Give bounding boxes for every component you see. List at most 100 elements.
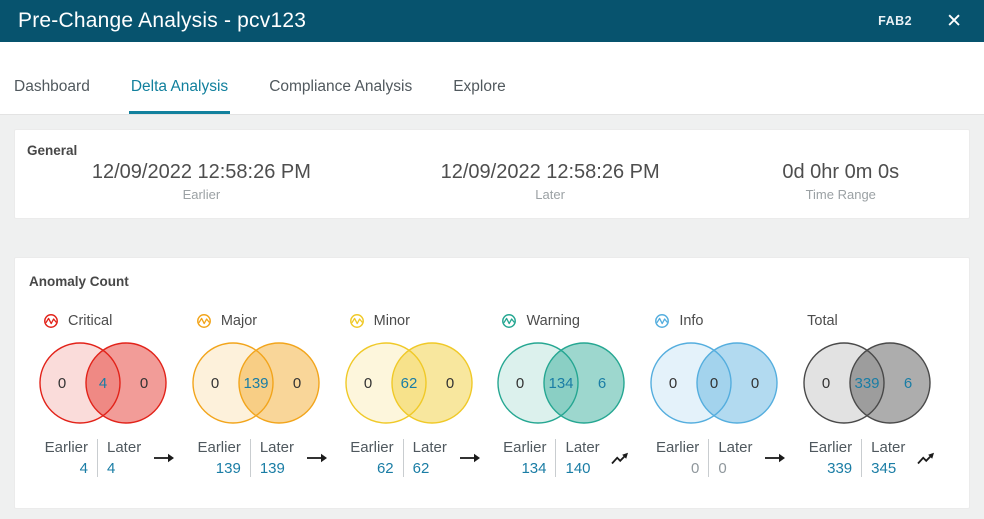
trend-indicator: [305, 451, 329, 465]
venn-both-count: 339: [855, 375, 880, 392]
venn-later-only-count: 0: [751, 375, 759, 392]
tab-dashboard[interactable]: Dashboard: [14, 78, 90, 95]
anomaly-group-label: Minor: [373, 313, 410, 329]
anomaly-group-footer: Earlier 4 Later 4: [38, 439, 191, 477]
anomaly-group-label: Major: [220, 313, 258, 329]
later-total: 62: [412, 460, 430, 477]
earlier-column: Earlier 139: [191, 439, 251, 477]
later-column: Later 4: [98, 439, 142, 477]
venn-later-only-count: 0: [293, 375, 301, 392]
close-icon[interactable]: ✕: [946, 10, 962, 32]
earlier-column: Earlier 339: [802, 439, 863, 477]
venn-later-only-count: 0: [445, 375, 453, 392]
venn-both-count: 62: [400, 375, 417, 392]
anomaly-group: Info 0 0 0 Earlier 0 Later 0: [649, 313, 802, 477]
stat-later: 12/09/2022 12:58:26 PM Later: [376, 161, 725, 202]
trend-indicator: [458, 451, 482, 465]
venn-diagram: 0 62 0: [344, 342, 473, 424]
anomaly-pulse-icon: [349, 313, 365, 329]
venn-earlier-only-count: 0: [669, 375, 677, 392]
later-column: Later 139: [251, 439, 295, 477]
anomaly-group-label: Total: [807, 313, 838, 329]
venn-both-count: 139: [243, 375, 268, 392]
later-column: Later 140: [556, 439, 600, 477]
anomaly-group: Critical 0 4 0 Earlier 4 Later 4: [38, 313, 191, 477]
later-total: 139: [259, 460, 285, 477]
trend-indicator: [916, 450, 938, 466]
venn-diagram: 0 139 0: [192, 342, 320, 424]
earlier-total: 4: [79, 460, 88, 477]
anomaly-count-card: Anomaly Count Critical 0 4 0 Earlier 4: [14, 257, 970, 509]
later-total: 140: [565, 460, 591, 477]
anomaly-group: Minor 0 62 0 Earlier 62 Later 62: [344, 313, 497, 477]
later-column: Later 345: [862, 439, 906, 477]
earlier-label: Earlier: [655, 439, 700, 456]
anomaly-pulse-icon: [501, 313, 517, 329]
stat-later-label: Later: [535, 187, 565, 202]
venn-diagram: 0 339 6: [803, 342, 931, 424]
anomaly-group-header: Critical: [38, 313, 191, 329]
anomaly-group-footer: Earlier 339 Later 345: [802, 439, 955, 477]
venn-both-count: 134: [549, 375, 574, 392]
earlier-column: Earlier 0: [649, 439, 710, 477]
earlier-label: Earlier: [503, 439, 547, 456]
tab-explore[interactable]: Explore: [453, 78, 506, 95]
general-card: General 12/09/2022 12:58:26 PM Earlier 1…: [14, 129, 970, 219]
venn-diagram: 0 0 0: [650, 342, 779, 424]
tab-delta-analysis[interactable]: Delta Analysis: [128, 78, 231, 114]
anomaly-group-footer: Earlier 139 Later 139: [191, 439, 344, 477]
earlier-total: 139: [215, 460, 241, 477]
anomaly-group-header: Major: [191, 313, 344, 329]
stat-later-value: 12/09/2022 12:58:26 PM: [440, 161, 660, 183]
stat-earlier-value: 12/09/2022 12:58:26 PM: [91, 161, 311, 183]
anomaly-group-header: Info: [649, 313, 802, 329]
trend-flat-icon: [154, 453, 174, 463]
earlier-total: 0: [690, 460, 700, 477]
stat-earlier: 12/09/2022 12:58:26 PM Earlier: [27, 161, 376, 202]
anomaly-pulse-icon: [196, 313, 212, 329]
earlier-column: Earlier 62: [344, 439, 404, 477]
venn-earlier-only-count: 0: [822, 375, 830, 392]
anomaly-section-title: Anomaly Count: [29, 274, 129, 289]
anomaly-group-header: Minor: [344, 313, 497, 329]
later-column: Later 0: [709, 439, 753, 477]
anomaly-pulse-icon: [654, 313, 670, 329]
fabric-badge: FAB2: [878, 14, 913, 28]
earlier-label: Earlier: [197, 439, 241, 456]
page-title: Pre-Change Analysis - pcv123: [18, 9, 307, 32]
later-label: Later: [259, 439, 295, 456]
trend-up-icon: [611, 452, 629, 465]
anomaly-pulse-icon: [43, 313, 59, 329]
tab-compliance-analysis[interactable]: Compliance Analysis: [269, 78, 413, 95]
venn-both-count: 4: [99, 375, 107, 392]
later-total: 4: [107, 460, 116, 477]
anomaly-group-header: Total: [802, 313, 955, 329]
earlier-total: 62: [376, 460, 394, 477]
venn-later-only-count: 0: [140, 375, 148, 392]
anomaly-group-footer: Earlier 134 Later 140: [496, 439, 649, 477]
venn-earlier-only-count: 0: [516, 375, 524, 392]
venn-diagram: 0 134 6: [497, 342, 626, 424]
stat-earlier-label: Earlier: [182, 187, 221, 202]
trend-indicator: [610, 450, 632, 466]
general-section-title: General: [27, 143, 78, 158]
later-total: 345: [871, 460, 897, 477]
earlier-total: 134: [521, 460, 547, 477]
later-label: Later: [107, 439, 142, 456]
anomaly-group-header: Warning: [496, 313, 649, 329]
header-right: FAB2 ✕: [878, 10, 966, 33]
trend-indicator: [152, 451, 176, 465]
venn-earlier-only-count: 0: [211, 375, 219, 392]
venn-both-count: 0: [710, 375, 718, 392]
venn-earlier-only-count: 0: [363, 375, 371, 392]
anomaly-group-footer: Earlier 0 Later 0: [649, 439, 802, 477]
anomaly-group-label: Critical: [68, 313, 113, 329]
earlier-column: Earlier 4: [38, 439, 98, 477]
venn-row: Critical 0 4 0 Earlier 4 Later 4: [29, 313, 955, 477]
anomaly-group-footer: Earlier 62 Later 62: [344, 439, 497, 477]
later-label: Later: [412, 439, 447, 456]
anomaly-group: Warning 0 134 6 Earlier 134 Later 140: [496, 313, 649, 477]
trend-indicator: [763, 451, 787, 465]
trend-up-icon: [917, 452, 935, 465]
trend-flat-icon: [765, 453, 786, 463]
